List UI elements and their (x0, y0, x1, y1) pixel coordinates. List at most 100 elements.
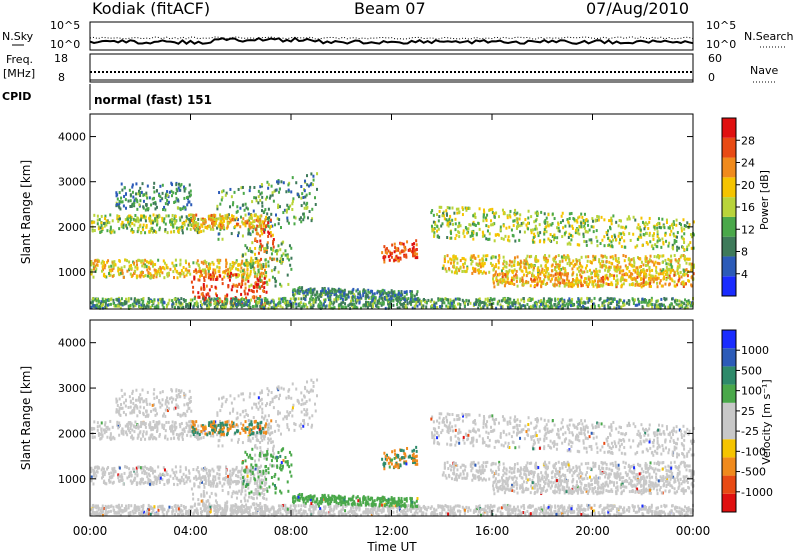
power-cell (164, 202, 167, 206)
power-cell (209, 300, 212, 304)
power-cell (678, 299, 681, 303)
power-cell (271, 193, 274, 197)
power-cell (267, 183, 270, 187)
power-cell (514, 305, 517, 309)
power-cell (333, 298, 336, 302)
power-cell (256, 289, 259, 293)
power-cell (227, 275, 230, 279)
power-cell (370, 295, 373, 299)
colorbar-swatch (722, 216, 736, 237)
power-cell (423, 300, 426, 304)
power-cell (131, 221, 134, 225)
power-cell (231, 203, 234, 207)
power-cell (411, 252, 414, 256)
power-cell (640, 300, 643, 304)
power-cell (107, 297, 110, 301)
power-cell (332, 306, 335, 310)
power-cell (668, 268, 671, 272)
power-cell (210, 285, 213, 289)
power-cell (294, 216, 297, 220)
power-cell (230, 288, 233, 292)
power-cell (517, 306, 520, 310)
power-cell (406, 298, 409, 302)
power-cell (337, 288, 340, 292)
power-cell (468, 223, 471, 227)
power-cell (200, 287, 203, 291)
velocity-cell (127, 427, 130, 431)
power-cell (303, 189, 306, 193)
power-cell (185, 302, 188, 306)
power-cell (241, 277, 244, 281)
power-cell (333, 306, 336, 310)
power-cell (237, 231, 240, 235)
power-cell (690, 269, 693, 273)
power-cell (243, 302, 246, 306)
power-cell (285, 210, 288, 214)
power-cell (202, 287, 205, 291)
power-cell (147, 207, 150, 211)
power-cell (173, 217, 176, 221)
power-cell (186, 203, 189, 207)
power-cell (158, 271, 161, 275)
power-cell (243, 298, 246, 302)
power-cell (207, 269, 210, 273)
power-cell (286, 219, 289, 223)
power-cell (263, 281, 266, 285)
power-cell (550, 223, 553, 227)
power-cell (322, 303, 325, 307)
power-cell (227, 221, 230, 225)
power-cell (481, 271, 484, 275)
power-cell (474, 215, 477, 219)
power-cell (262, 221, 265, 225)
power-cell (120, 268, 123, 272)
power-cell (462, 208, 465, 212)
power-cell (376, 299, 379, 303)
power-cell (351, 296, 354, 300)
power-cell (201, 224, 204, 228)
power-cell (592, 280, 595, 284)
power-cell (158, 274, 161, 278)
power-cell (271, 224, 274, 228)
power-cell (486, 254, 489, 258)
velocity-cell (138, 431, 141, 435)
power-cell (598, 306, 601, 310)
power-cell (554, 272, 557, 276)
power-cell (200, 272, 203, 276)
colorbar-tick-label: 16 (741, 201, 755, 214)
power-cell (456, 302, 459, 306)
power-cell (124, 192, 127, 196)
velocity-cell (139, 425, 142, 429)
power-cell (606, 229, 609, 233)
power-cell (505, 270, 508, 274)
power-cell (469, 223, 472, 227)
power-cell (270, 299, 273, 303)
power-cell (486, 305, 489, 309)
velocity-cell (134, 425, 137, 429)
power-cell (163, 276, 166, 280)
velocity-cell (180, 431, 183, 435)
power-cell (536, 283, 539, 287)
velocity-cell (181, 428, 184, 432)
power-cell (117, 204, 120, 208)
power-cell (443, 257, 446, 261)
power-cell (466, 267, 469, 271)
power-cell (488, 232, 491, 236)
power-cell (594, 283, 597, 287)
power-cell (296, 193, 299, 197)
power-cell (199, 300, 202, 304)
power-cell (656, 261, 659, 265)
power-cell (451, 222, 454, 226)
power-cell (681, 282, 684, 286)
power-cell (303, 304, 306, 308)
velocity-cell (118, 433, 121, 437)
power-cell (600, 215, 603, 219)
power-cell (255, 218, 258, 222)
power-cell (538, 223, 541, 227)
power-cell (214, 213, 217, 217)
power-cell (92, 220, 95, 224)
power-cell (636, 266, 639, 270)
power-cell (495, 306, 498, 310)
power-cell (619, 238, 622, 242)
power-cell (356, 298, 359, 302)
power-cell (543, 238, 546, 242)
